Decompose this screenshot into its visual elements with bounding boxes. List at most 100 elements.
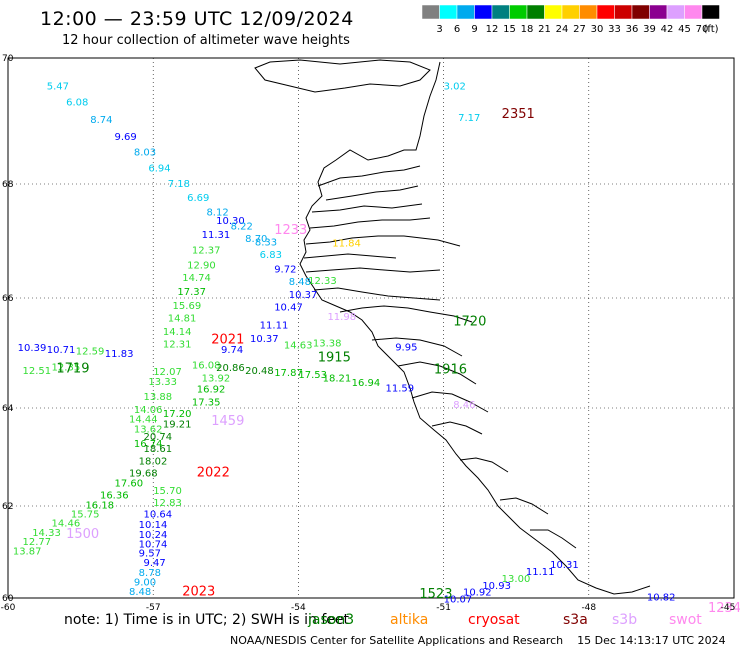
pass-time-label: 1720 (453, 315, 486, 330)
lat-label: 64 (2, 404, 14, 414)
swh-value: 12.51 (23, 366, 52, 377)
swh-value: 10.74 (139, 539, 168, 550)
swh-value: 14.81 (168, 314, 197, 325)
swh-value: 10.82 (647, 592, 676, 603)
swh-value: 14.14 (163, 327, 192, 338)
pass-time-label: 1233 (274, 223, 307, 238)
coastline-segment (299, 61, 651, 595)
map-subtitle: 12 hour collection of altimeter wave hei… (62, 33, 350, 48)
swh-value: 6.08 (66, 97, 88, 108)
swh-value: 15.75 (71, 510, 100, 521)
swh-value: 12.31 (163, 340, 192, 351)
colorbar-tick-label: 12 (486, 24, 499, 35)
swh-value: 10.30 (216, 216, 245, 227)
coastline-segment (254, 59, 431, 93)
map-title: 12:00 — 23:59 UTC 12/09/2024 (40, 8, 354, 30)
swh-value: 16.94 (352, 378, 381, 389)
pass-time-label: 1915 (318, 350, 351, 365)
greenland-coastline (254, 59, 651, 595)
lon-label: -54 (291, 603, 306, 613)
swh-value: 17.20 (163, 409, 192, 420)
colorbar-tick-label: 70 (696, 24, 709, 35)
swh-value: 12.35 (52, 363, 81, 374)
coastline-segment (309, 217, 431, 229)
swh-value: 14.63 (284, 341, 313, 352)
swh-value: 9.47 (144, 558, 166, 569)
swh-value: 10.92 (463, 588, 492, 599)
swh-value: 11.31 (202, 230, 231, 241)
lat-lon-grid (7, 57, 735, 599)
colorbar-tick-label: 27 (573, 24, 586, 35)
colorbar-tick-label: 24 (556, 24, 569, 35)
colorbar-tick-label: 21 (538, 24, 551, 35)
swh-value: 9.00 (134, 578, 156, 589)
swh-value: 10.47 (274, 303, 303, 314)
lon-label: -60 (1, 603, 16, 613)
satellite-legend-item: swot (669, 612, 702, 628)
swh-value: 8.22 (231, 222, 253, 233)
swh-value: 8.12 (206, 207, 228, 218)
swh-value: 20.86 (216, 363, 245, 374)
swh-value: 13.92 (202, 374, 231, 385)
swh-value: 17.35 (192, 397, 221, 408)
coastline-segment (305, 267, 441, 273)
lon-label: -48 (581, 603, 596, 613)
swh-value: 8.48 (129, 587, 151, 598)
swh-value: 14.33 (32, 528, 61, 539)
swh-value: 17.37 (177, 287, 206, 298)
swh-value: 9.57 (139, 549, 161, 560)
swh-value: 9.69 (114, 132, 136, 143)
swh-value: 8.78 (139, 568, 161, 579)
pass-time-label: 2022 (197, 466, 230, 481)
map-frame (7, 57, 735, 599)
satellite-legend-item: jason3 (308, 612, 355, 628)
swh-value: 12.90 (187, 260, 216, 271)
coastline-segment (371, 337, 463, 357)
colorbar-tick-label: 33 (608, 24, 621, 35)
swh-value: 12.83 (153, 498, 182, 509)
swh-value: 12.59 (76, 347, 105, 358)
swh-value: 10.14 (139, 520, 168, 531)
coastline-segment (397, 361, 477, 385)
swh-value: 14.74 (182, 273, 211, 284)
swh-value: 13.38 (313, 338, 342, 349)
swh-value: 15.70 (153, 486, 182, 497)
swh-value: 11.84 (332, 239, 361, 250)
swh-value: 18.02 (139, 456, 168, 467)
swh-value: 16.92 (197, 385, 226, 396)
swh-value: 7.18 (168, 179, 190, 190)
pass-time-label: 2351 (502, 107, 535, 122)
swh-value: 12.77 (23, 537, 52, 548)
swh-value: 18.21 (323, 374, 352, 385)
swh-value: 19.68 (129, 469, 158, 480)
coastline-segment (339, 305, 473, 323)
lon-label: -45 (721, 603, 736, 613)
colorbar-swatch (701, 5, 720, 20)
satellite-legend-item: cryosat (468, 612, 520, 628)
colorbar-tick-label: 42 (661, 24, 674, 35)
swh-value: 10.71 (47, 345, 76, 356)
swh-value: 8.74 (90, 115, 112, 126)
swh-value: 11.11 (260, 320, 289, 331)
swh-value: 12.37 (192, 246, 221, 257)
swh-value: 16.08 (192, 360, 221, 371)
swh-value: 7.17 (458, 113, 480, 124)
coastline-segment (431, 421, 483, 435)
swh-value: 20.48 (245, 366, 274, 377)
swh-value: 10.37 (250, 334, 279, 345)
swh-value: 9.74 (221, 345, 243, 356)
pass-time-label: 2023 (182, 585, 215, 600)
swh-value: 5.47 (47, 82, 69, 93)
swh-value: 20.74 (144, 432, 173, 443)
credit-line: NOAA/NESDIS Center for Satellite Applica… (230, 634, 726, 647)
lat-label: 60 (2, 594, 14, 604)
swh-value: 13.00 (502, 574, 531, 585)
swh-value: 8.03 (134, 148, 156, 159)
coastline-segment (325, 185, 419, 201)
swh-value: 6.94 (148, 163, 170, 174)
swh-value: 16.36 (100, 491, 129, 502)
colorbar-tick-label: 9 (471, 24, 477, 35)
swh-value: 16.74 (134, 439, 163, 450)
swh-value: 13.33 (148, 377, 177, 388)
